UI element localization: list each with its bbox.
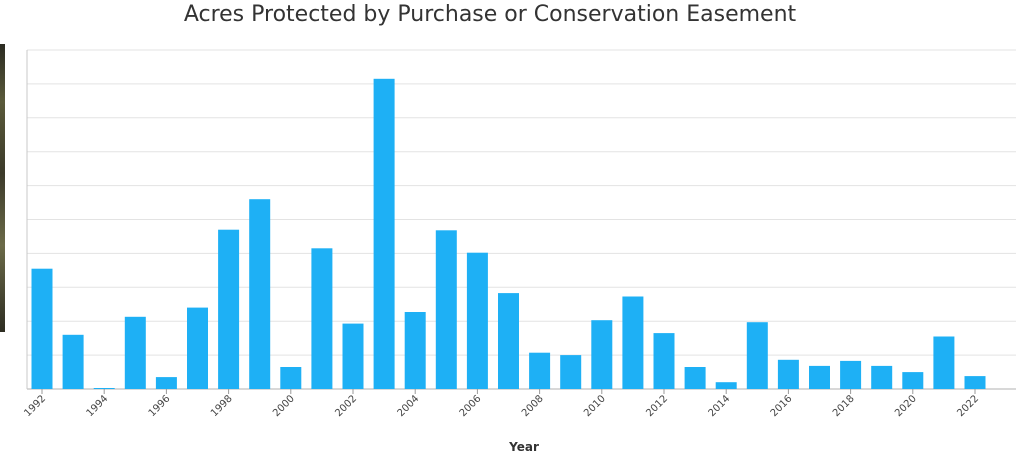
bar-2003 [373, 78, 395, 390]
bar-2008 [529, 352, 551, 389]
x-tick-label: 1998 [209, 393, 235, 419]
chart-title: Acres Protected by Purchase or Conservat… [183, 2, 797, 27]
left-edge-photo-strip [0, 44, 5, 332]
x-tick-label: 2012 [644, 393, 670, 419]
x-tick-label: 2014 [707, 393, 733, 419]
x-tick-label: 2002 [333, 393, 359, 419]
bar-1998 [218, 229, 240, 389]
bar-1997 [187, 307, 208, 389]
bar-2000 [280, 367, 302, 389]
bar-2009 [560, 355, 582, 389]
bar-2018 [840, 360, 862, 389]
bar-2016 [777, 359, 799, 389]
x-axis-title: Year [508, 440, 539, 454]
bar-2005 [435, 230, 457, 389]
bar-2015 [746, 322, 768, 389]
x-tick-label: 2020 [893, 393, 919, 419]
bar-2014 [715, 382, 737, 389]
bar-1999 [249, 199, 271, 389]
x-tick-label: 2016 [769, 393, 795, 419]
bar-1996 [155, 377, 177, 389]
x-ticks: 1992 1994 1996 1998 2000 2002 2004 2006 2008 2010… [22, 389, 981, 419]
x-tick-label: 2000 [271, 393, 297, 419]
bar-2012 [653, 333, 675, 389]
bar-2002 [342, 323, 364, 389]
x-tick-label: 2006 [458, 393, 484, 419]
bar-2022 [964, 376, 986, 389]
bar-1992 [31, 268, 53, 389]
x-tick-label: 2010 [582, 393, 608, 419]
x-tick-label: 2018 [831, 393, 857, 419]
bar-2011 [622, 296, 644, 389]
gridlines [26, 49, 1016, 390]
x-tick-label: 1996 [147, 393, 173, 419]
x-tick-label: 2022 [955, 393, 981, 419]
bar-1994 [93, 388, 115, 389]
bar-2010 [591, 320, 613, 389]
bar-2017 [809, 365, 830, 389]
bar-2013 [684, 367, 706, 389]
bar-2020 [902, 372, 924, 389]
bars [31, 78, 986, 390]
x-tick-label: 1992 [22, 393, 48, 419]
bar-2019 [871, 365, 893, 389]
bar-2007 [498, 293, 519, 389]
x-tick-label: 1994 [85, 393, 111, 419]
bar-1993 [62, 334, 84, 389]
bar-2006 [466, 252, 488, 389]
bar-2001 [311, 248, 333, 389]
bar-1995 [124, 316, 146, 389]
x-tick-label: 2008 [520, 393, 546, 419]
bar-2004 [404, 312, 426, 389]
x-tick-label: 2004 [396, 393, 422, 419]
bar-2021 [933, 336, 955, 389]
